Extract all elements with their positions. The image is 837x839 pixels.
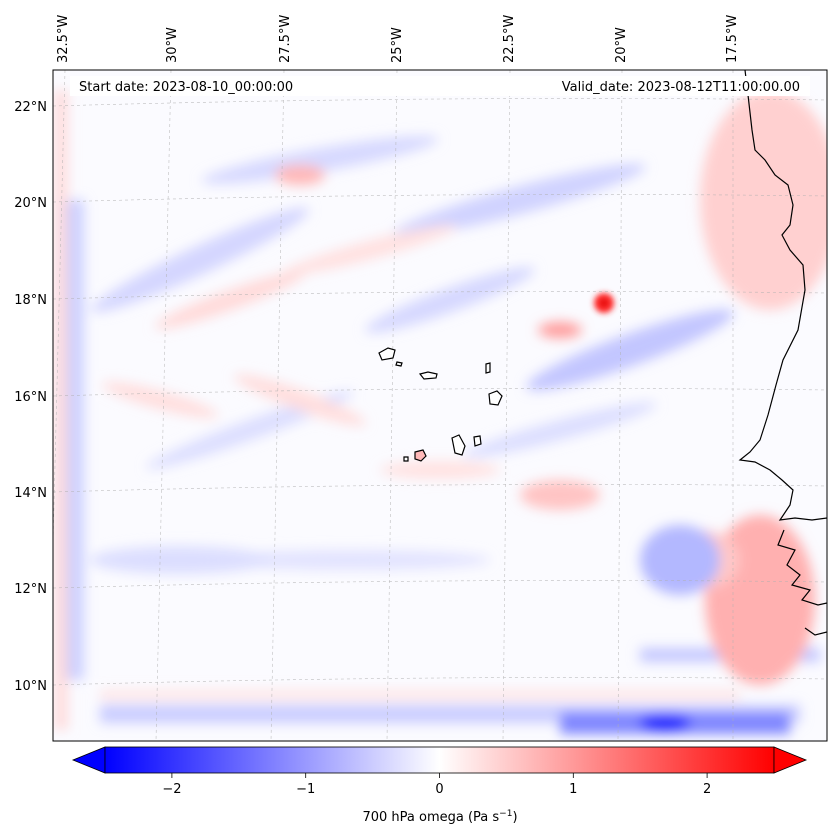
island-sal	[485, 362, 491, 374]
valid-date: Valid_date: 2023-08-12T11:00:00.00	[562, 80, 800, 95]
island-sao-nicolau	[418, 371, 438, 380]
colorbar-label-text: 700 hPa omega (Pa s	[362, 810, 499, 825]
graticule	[53, 70, 827, 741]
lat-label: 12°N	[14, 582, 47, 597]
lat-label: 14°N	[14, 486, 47, 501]
map-area: Start date: 2023-08-10_00:00:00 Valid_da…	[53, 70, 827, 741]
coastlines	[378, 70, 827, 636]
island-sao-vicente	[395, 361, 403, 367]
lat-label: 10°N	[14, 679, 47, 694]
lon-label: 27.5°W	[278, 15, 293, 63]
island-santo-antao	[378, 347, 396, 361]
colorbar-extend-max	[773, 746, 808, 774]
lon-label: 30°W	[165, 27, 180, 63]
colorbar-tick-label: 2	[703, 782, 711, 797]
lat-label: 20°N	[14, 196, 47, 211]
colorbar-tick-label: −1	[296, 782, 315, 797]
colorbar-extend-min	[71, 746, 106, 774]
omega-field	[54, 90, 827, 734]
colorbar-label-end: )	[512, 810, 517, 825]
lon-label: 32.5°W	[56, 15, 71, 63]
island-boa-vista	[488, 390, 503, 406]
lon-label: 17.5°W	[725, 15, 740, 63]
lon-label: 22.5°W	[502, 15, 517, 63]
island-maio	[473, 435, 482, 447]
lat-label: 16°N	[14, 390, 47, 405]
start-date: Start date: 2023-08-10_00:00:00	[79, 80, 293, 95]
colorbar-label: 700 hPa omega (Pa s−1)	[362, 809, 517, 825]
lon-label: 25°W	[390, 27, 405, 63]
island-brava	[403, 456, 409, 462]
colorbar: −2 −1 0 1 2 700 hPa omega (Pa s−1)	[71, 746, 808, 825]
colorbar-ticks: −2 −1 0 1 2	[162, 773, 711, 797]
africa-coastline	[738, 70, 827, 636]
colorbar-tick-label: 0	[435, 782, 443, 797]
latitude-labels: 22°N 20°N 18°N 16°N 14°N 12°N 10°N	[14, 100, 47, 694]
lon-label: 20°W	[614, 27, 629, 63]
colorbar-label-sup: −1	[499, 809, 512, 819]
island-fogo	[414, 449, 427, 462]
colorbar-tick-label: 1	[569, 782, 577, 797]
colorbar-tick-label: −2	[162, 782, 181, 797]
colorbar-gradient	[104, 746, 775, 774]
longitude-labels: 32.5°W 30°W 27.5°W 25°W 22.5°W 20°W 17.5…	[56, 15, 740, 63]
map-frame	[52, 69, 828, 742]
lat-label: 22°N	[14, 100, 47, 115]
island-santiago	[451, 434, 466, 456]
lat-label: 18°N	[14, 293, 47, 308]
info-band	[70, 76, 810, 96]
